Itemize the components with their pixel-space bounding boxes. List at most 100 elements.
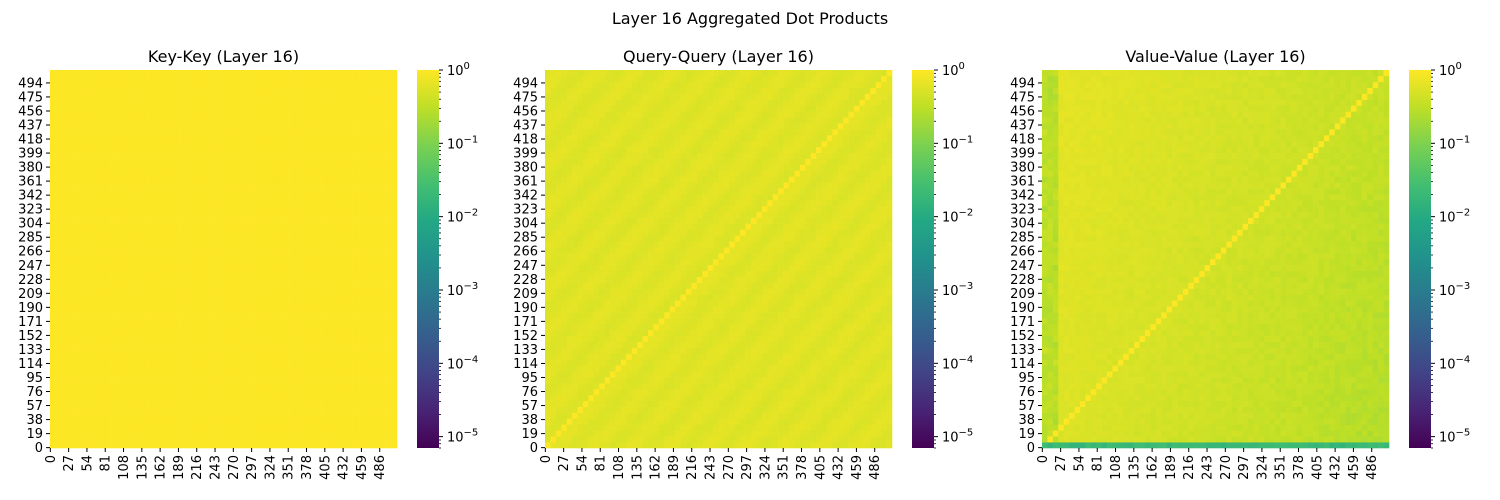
heatmap-cell [153, 341, 159, 348]
heatmap-cell [761, 377, 768, 384]
heatmap-cell [50, 424, 56, 431]
heatmap-cell [77, 430, 83, 437]
heatmap-cell [843, 424, 849, 431]
heatmap-cell [310, 188, 316, 195]
heatmap-cell [364, 117, 371, 124]
heatmap-cell [315, 170, 322, 177]
heatmap-cell [60, 217, 67, 224]
heatmap-cell [359, 294, 365, 301]
heatmap-cell [55, 323, 62, 331]
heatmap-cell [207, 377, 213, 384]
heatmap-cell [778, 394, 784, 402]
heatmap-cell [566, 400, 573, 407]
heatmap-cell [348, 347, 354, 354]
heatmap-cell [174, 146, 181, 153]
heatmap-cell [180, 140, 186, 148]
heatmap-cell [66, 359, 72, 366]
heatmap-cell [304, 318, 311, 325]
heatmap-cell [136, 140, 143, 148]
heatmap-cell [218, 430, 224, 437]
heatmap-cell [104, 329, 110, 337]
heatmap-cell [180, 377, 186, 384]
heatmap-cell [315, 188, 322, 195]
heatmap-cell [109, 312, 116, 319]
heatmap-cell [239, 294, 246, 301]
heatmap-cell [109, 388, 116, 396]
heatmap-cell [299, 424, 306, 431]
heatmap-cell [337, 412, 344, 419]
heatmap-cell [93, 93, 100, 100]
heatmap-cell [218, 371, 224, 378]
heatmap-cell [93, 170, 100, 177]
heatmap-cell [756, 424, 763, 431]
heatmap-cell [174, 176, 181, 183]
heatmap-cell [93, 176, 100, 183]
heatmap-cell [180, 188, 186, 195]
heatmap-cell [299, 105, 306, 112]
heatmap-cell [359, 400, 365, 407]
heatmap-cell [348, 205, 354, 213]
heatmap-cell [109, 288, 116, 295]
heatmap-cell [174, 93, 181, 100]
heatmap-cell [115, 129, 121, 136]
heatmap-cell [142, 176, 148, 183]
heatmap-cell [153, 176, 159, 183]
heatmap-cell [593, 388, 600, 396]
heatmap-cell [783, 442, 790, 449]
heatmap-cell [212, 199, 219, 207]
heatmap-cell [266, 253, 273, 260]
heatmap-cell [266, 383, 273, 390]
heatmap-cell [93, 134, 100, 142]
heatmap-cell [315, 371, 322, 378]
heatmap-cell [212, 117, 219, 124]
heatmap-cell [342, 383, 349, 390]
heatmap-cell [364, 111, 371, 118]
heatmap-cell [293, 377, 300, 384]
heatmap-cell [353, 176, 360, 183]
heatmap-cell [359, 371, 365, 378]
heatmap-cell [239, 306, 246, 313]
heatmap-cell [136, 394, 143, 402]
heatmap-cell [109, 383, 116, 390]
heatmap-cell [201, 87, 208, 94]
heatmap-cell [288, 99, 295, 106]
heatmap-cell [125, 111, 132, 118]
heatmap-cell [153, 194, 159, 201]
heatmap-cell [136, 318, 143, 325]
heatmap-cell [153, 365, 159, 372]
heatmap-cell [756, 436, 763, 443]
heatmap-cell [353, 282, 360, 289]
heatmap-cell [391, 75, 398, 83]
heatmap-cell [380, 194, 387, 201]
heatmap-cell [120, 394, 127, 402]
heatmap-cell [142, 229, 148, 236]
heatmap-cell [321, 241, 327, 248]
heatmap-cell [239, 430, 246, 437]
heatmap-cell [82, 436, 89, 443]
heatmap-cell [315, 282, 322, 289]
heatmap-cell [561, 388, 567, 396]
heatmap-cell [293, 164, 300, 171]
heatmap-cell [163, 377, 170, 384]
heatmap-cell [174, 81, 181, 89]
heatmap-cell [120, 129, 127, 136]
heatmap-cell [125, 164, 132, 171]
heatmap-cell [277, 146, 284, 153]
heatmap-cell [104, 111, 110, 118]
heatmap-cell [245, 436, 251, 443]
heatmap-cell [207, 170, 213, 177]
heatmap-cell [131, 235, 138, 242]
heatmap-cell [261, 276, 268, 283]
heatmap-cell [283, 93, 289, 100]
heatmap-cell [353, 117, 360, 124]
heatmap-cell [136, 383, 143, 390]
heatmap-cell [104, 276, 110, 283]
heatmap-cell [207, 217, 213, 224]
heatmap-cell [369, 70, 376, 77]
heatmap-cell [375, 406, 382, 413]
heatmap-cell [115, 247, 121, 254]
heatmap-cell [50, 359, 56, 366]
heatmap-cell [185, 288, 192, 295]
x-tick-label: 351 [282, 455, 297, 480]
heatmap-cell [359, 264, 365, 272]
